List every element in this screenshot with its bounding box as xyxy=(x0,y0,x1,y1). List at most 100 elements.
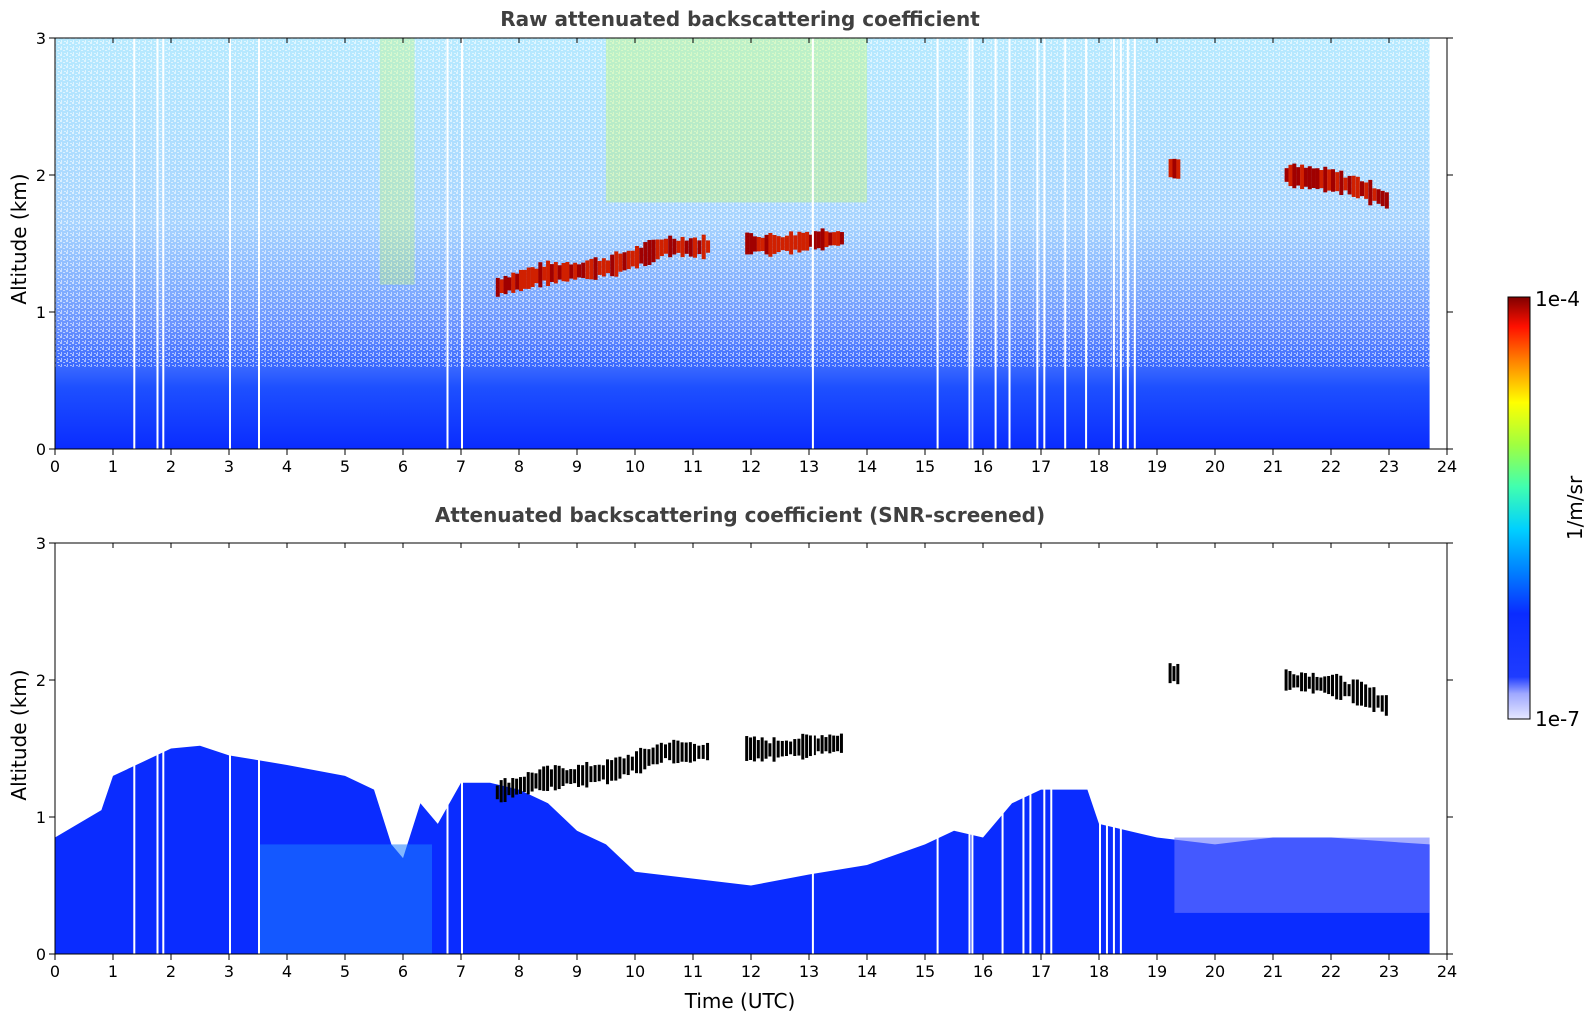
cloud-mark xyxy=(522,776,526,792)
cloud-mark xyxy=(651,747,655,765)
cloud-mark xyxy=(1327,675,1331,695)
cloud-mark xyxy=(793,739,797,756)
data-gap xyxy=(968,543,971,954)
data-gap xyxy=(258,543,260,954)
data-gap xyxy=(936,543,939,954)
x-tick-label: 20 xyxy=(1205,962,1225,981)
cloud-mark xyxy=(597,261,602,275)
data-gap xyxy=(162,543,165,954)
xlabel-snr: Time (UTC) xyxy=(684,989,796,1013)
cloud-mark xyxy=(1307,166,1312,190)
daylight-noise-band xyxy=(606,38,867,203)
cloud-mark xyxy=(812,735,816,756)
cloud-mark xyxy=(1384,192,1389,209)
cloud-mark xyxy=(688,238,693,257)
cloud-mark xyxy=(828,734,832,754)
cloud-mark xyxy=(526,772,530,795)
cloud-mark xyxy=(659,742,663,763)
cloud-mark xyxy=(601,258,606,277)
x-tick-label: 21 xyxy=(1263,457,1283,476)
cloud-mark xyxy=(824,231,829,248)
cloud-mark xyxy=(601,765,605,780)
cloud-mark xyxy=(1384,695,1388,716)
data-gap xyxy=(1064,38,1067,449)
cloud-mark xyxy=(820,228,825,251)
cloud-mark xyxy=(749,233,754,255)
cloud-mark xyxy=(618,756,622,779)
cloud-mark xyxy=(764,740,768,759)
data-gap xyxy=(156,38,159,449)
cloud-mark xyxy=(495,785,499,800)
cloud-mark xyxy=(664,744,667,759)
data-gap xyxy=(971,38,974,449)
cloud-mark xyxy=(1355,176,1360,199)
cloud-mark xyxy=(1319,677,1323,691)
cloud-mark xyxy=(1296,675,1300,688)
cloud-mark xyxy=(1335,673,1339,700)
cloud-mark xyxy=(589,766,593,783)
cloud-mark xyxy=(585,761,589,788)
cloud-mark xyxy=(749,737,753,761)
x-tick-label: 6 xyxy=(398,457,408,476)
x-tick-label: 2 xyxy=(166,457,176,476)
x-tick-label: 21 xyxy=(1263,962,1283,981)
x-tick-label: 2 xyxy=(166,962,176,981)
x-tick-label: 9 xyxy=(572,962,582,981)
cloud-mark xyxy=(1380,695,1384,712)
cloud-mark xyxy=(1168,663,1172,684)
cloud-mark xyxy=(618,253,623,272)
data-gap xyxy=(1133,38,1136,449)
cloud-mark xyxy=(546,765,550,791)
x-tick-label: 8 xyxy=(514,962,524,981)
x-tick-label: 14 xyxy=(857,457,877,476)
cloud-mark xyxy=(776,740,780,758)
cloud-mark xyxy=(839,232,844,245)
cloud-mark xyxy=(672,238,677,255)
x-tick-label: 15 xyxy=(915,962,935,981)
cloud-mark xyxy=(801,733,805,760)
x-tick-label: 22 xyxy=(1321,457,1341,476)
cloud-mark xyxy=(1323,166,1328,193)
cloud-mark xyxy=(630,756,634,771)
cloud-mark xyxy=(701,744,705,759)
cloud-mark xyxy=(664,238,668,254)
cloud-mark xyxy=(553,765,557,791)
cloud-mark xyxy=(760,737,764,762)
cloud-mark xyxy=(1303,673,1307,692)
x-tick-label: 1 xyxy=(108,457,118,476)
x-tick-label: 10 xyxy=(625,457,645,476)
data-gap xyxy=(1119,543,1122,954)
cloud-mark xyxy=(651,239,656,263)
cloud-mark xyxy=(606,260,610,274)
cloud-mark xyxy=(684,240,689,254)
cloud-mark xyxy=(538,769,542,791)
cloud-mark xyxy=(593,765,597,783)
cloud-mark xyxy=(780,740,784,757)
cloud-mark xyxy=(1311,672,1315,694)
cloud-mark xyxy=(1339,675,1343,700)
data-gap xyxy=(156,543,159,954)
data-gap xyxy=(1043,543,1046,954)
cloud-mark xyxy=(565,770,569,784)
y-tick-label: 1 xyxy=(36,303,46,322)
panel-raw: Raw attenuated backscattering coefficien… xyxy=(7,7,1457,476)
panel-snr: Attenuated backscattering coefficient (S… xyxy=(7,503,1457,1013)
cloud-mark xyxy=(626,754,630,776)
cloud-mark xyxy=(680,236,685,258)
x-tick-label: 3 xyxy=(224,962,234,981)
cloud-mark xyxy=(676,240,681,253)
cloud-mark xyxy=(1368,687,1372,708)
cloud-mark xyxy=(693,743,696,762)
x-tick-label: 4 xyxy=(282,457,292,476)
x-tick-label: 23 xyxy=(1379,962,1399,981)
cloud-mark xyxy=(1315,676,1319,691)
cloud-mark xyxy=(684,742,688,762)
data-gap xyxy=(1112,543,1115,954)
cloud-mark xyxy=(549,264,554,282)
cloud-mark xyxy=(610,254,615,277)
y-tick-label: 3 xyxy=(36,29,46,48)
cloud-mark xyxy=(522,269,527,289)
x-axis-raw: 0 1 2 3 4 5 6 7 8 9 10 11 12 13 14 15 16 17 18 19 20 21 22 23 24 xyxy=(50,38,1457,476)
x-tick-label: 20 xyxy=(1205,457,1225,476)
